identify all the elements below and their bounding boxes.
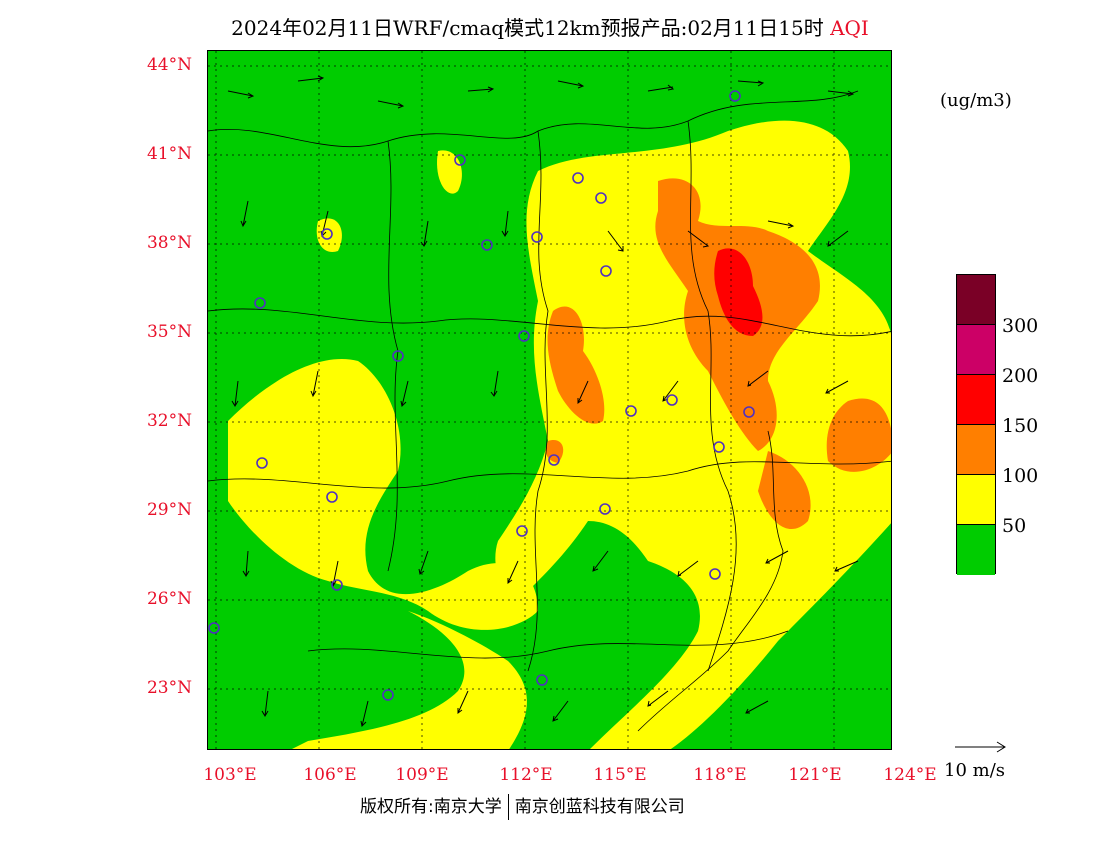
yellow-region-south [292, 611, 527, 749]
red-region-hebei [714, 248, 763, 336]
lat-label-26: 26°N [146, 589, 192, 609]
copyright-company: 南京创蓝科技有限公司 [514, 797, 685, 817]
colorbar-label-200: 200 [1002, 365, 1039, 387]
yellow-patch-north [437, 150, 462, 194]
lat-label-23: 23°N [146, 678, 192, 698]
wind-scale-label: 10 m/s [944, 760, 1005, 781]
colorbar-cell-50-100 [957, 475, 995, 525]
yellow-region-southwest [228, 359, 538, 630]
unit-label: (ug/m3) [940, 90, 1012, 111]
colorbar-label-300: 300 [1002, 315, 1039, 337]
lon-label-109: 109°E [395, 765, 449, 785]
colorbar-cell-300plus [957, 275, 995, 325]
yellow-patch-northwest [316, 218, 342, 252]
orange-region-central [547, 306, 605, 424]
colorbar-label-150: 150 [1002, 415, 1039, 437]
lat-label-38: 38°N [146, 233, 192, 253]
aqi-map-canvas [208, 51, 891, 749]
colorbar-label-50: 50 [1002, 515, 1027, 537]
colorbar-label-100: 100 [1002, 465, 1039, 487]
lat-label-29: 29°N [146, 500, 192, 520]
lon-label-118: 118°E [693, 765, 747, 785]
title-variable: AQI [830, 16, 869, 40]
map-title: 2024年02月11日WRF/cmaq模式12km预报产品:02月11日15时 … [0, 12, 1100, 41]
title-main: 2024年02月11日WRF/cmaq模式12km预报产品:02月11日15时 [231, 16, 824, 40]
lat-label-44: 44°N [146, 55, 192, 75]
copyright-footer: 版权所有:南京大学 南京创蓝科技有限公司 [360, 792, 685, 820]
colorbar-cell-200-300 [957, 325, 995, 375]
lon-label-121: 121°E [788, 765, 842, 785]
lat-label-32: 32°N [146, 411, 192, 431]
orange-region-sea [826, 398, 891, 472]
province-boundaries [208, 90, 891, 732]
grid-lines [208, 51, 891, 749]
lon-label-112: 112°E [499, 765, 553, 785]
colorbar-cell-150-200 [957, 375, 995, 425]
copyright-owner: 版权所有:南京大学 [360, 797, 502, 817]
lon-label-106: 106°E [303, 765, 357, 785]
lon-label-124: 124°E [883, 765, 937, 785]
colorbar-cell-0-50 [957, 525, 995, 575]
wind-scale-arrow-icon [955, 741, 1006, 753]
orange-region-coast [758, 451, 811, 530]
copyright-separator [507, 794, 509, 820]
colorbar-cell-100-150 [957, 425, 995, 475]
lon-label-115: 115°E [593, 765, 647, 785]
city-markers [208, 90, 755, 701]
aqi-colorbar [956, 274, 996, 575]
lon-label-103: 103°E [203, 765, 257, 785]
aqi-map[interactable] [207, 50, 892, 750]
lat-label-41: 41°N [146, 144, 192, 164]
lat-label-35: 35°N [146, 322, 192, 342]
